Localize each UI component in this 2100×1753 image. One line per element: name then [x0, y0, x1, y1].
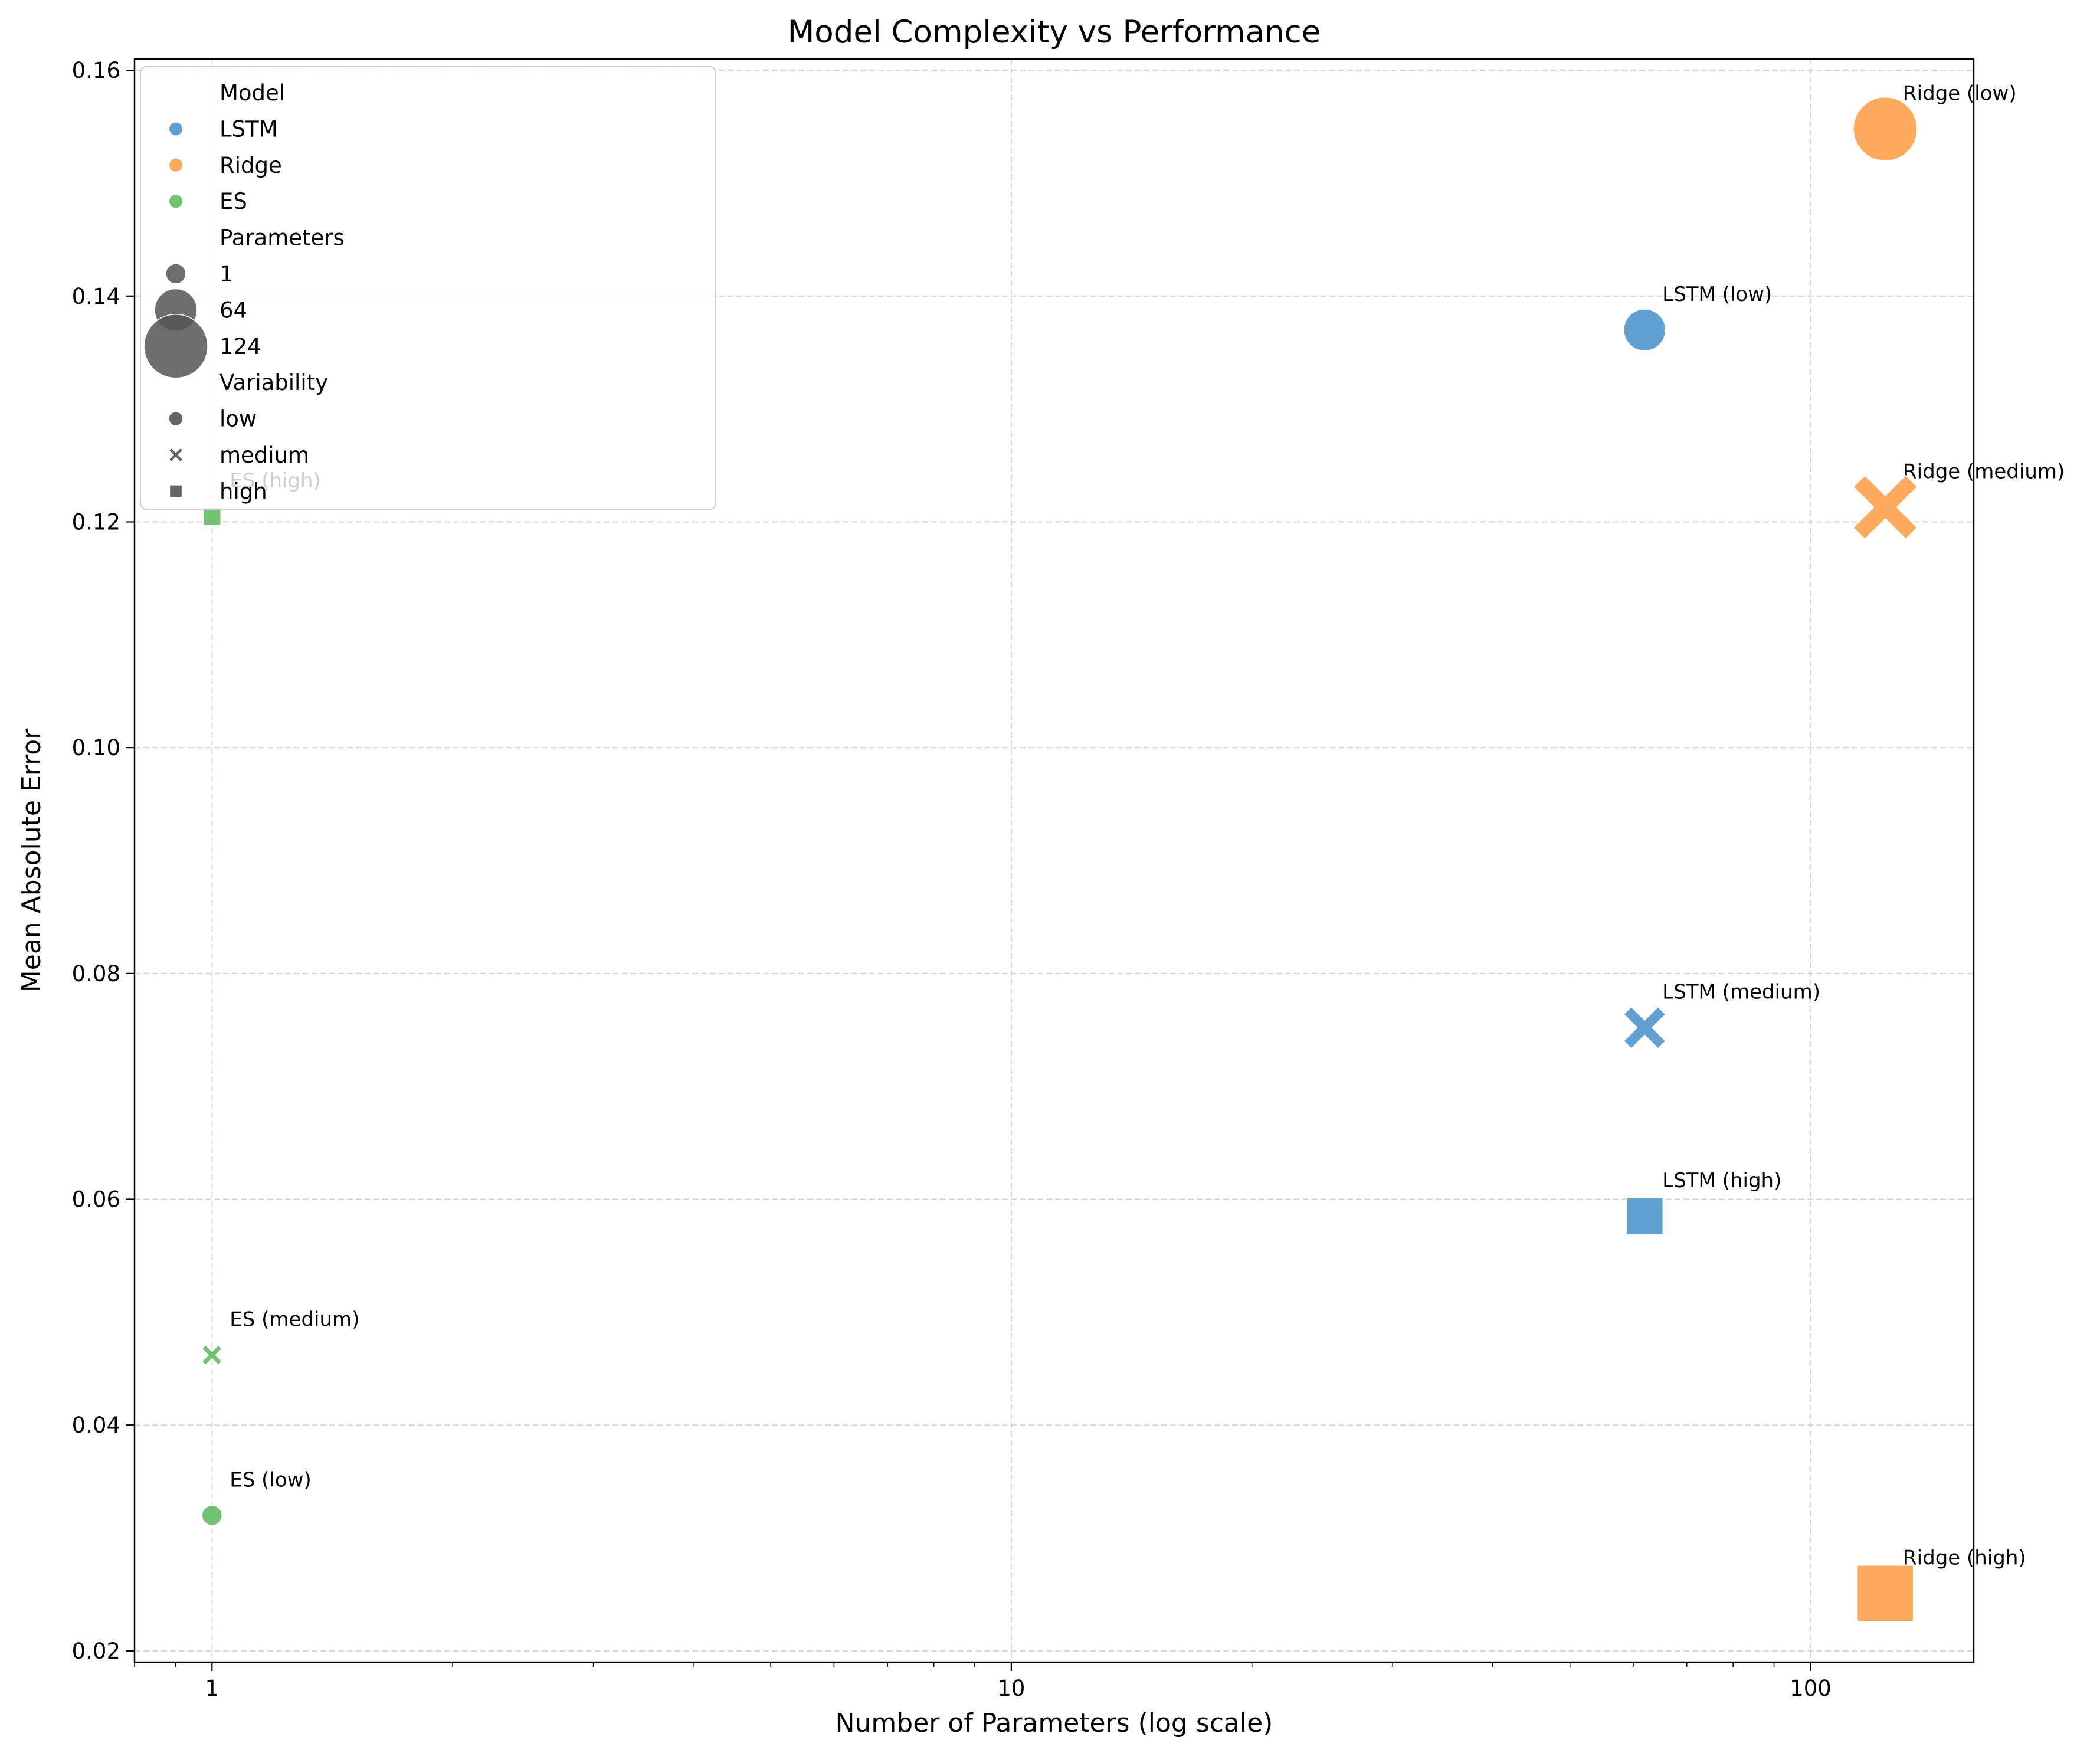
point-es-low	[201, 1505, 223, 1526]
legend-size-label: 124	[219, 334, 261, 359]
point-label: LSTM (low)	[1662, 283, 1772, 306]
plot-frame	[133, 58, 1975, 1663]
axis-ticks: 1 10 100 0.02 0.04 0.06 0.08 0.10 0.12 0.14 0.16	[72, 58, 1832, 1701]
point-label: Ridge (high)	[1903, 1546, 2026, 1569]
legend-size-label: 64	[219, 297, 247, 323]
point-annotations: LSTM (low) LSTM (medium) LSTM (high) Ridge …	[230, 82, 2065, 1570]
x-tick-label: 10	[997, 1676, 1025, 1701]
point-ridge-medium	[1852, 474, 1918, 540]
legend-title-variability: Variability	[219, 370, 328, 395]
chart-title: Model Complexity vs Performance	[788, 14, 1321, 50]
y-tick-label: 0.02	[72, 1639, 120, 1664]
legend-style-marker-low	[168, 411, 184, 427]
legend-marker-lstm	[169, 122, 182, 136]
legend-label-ridge: Ridge	[219, 153, 282, 178]
y-tick-label: 0.12	[72, 509, 120, 535]
point-label: Ridge (medium)	[1903, 460, 2065, 484]
legend-style-label-high: high	[219, 479, 267, 504]
legend-style-marker-medium	[168, 447, 184, 463]
legend-marker-ridge	[169, 158, 182, 172]
point-lstm-high	[1626, 1197, 1664, 1236]
point-lstm-medium	[1623, 1006, 1666, 1050]
legend-style-marker-high	[169, 484, 183, 498]
legend-size-marker	[143, 314, 208, 379]
legend-size-marker	[165, 263, 186, 284]
y-tick-label: 0.08	[72, 961, 120, 987]
point-ridge-low	[1853, 96, 1918, 162]
legend-title-parameters: Parameters	[219, 225, 345, 251]
y-tick-label: 0.10	[72, 735, 120, 761]
y-tick-label: 0.14	[72, 284, 120, 309]
x-axis-title: Number of Parameters (log scale)	[836, 1708, 1273, 1738]
point-es-high	[202, 507, 221, 526]
legend-style-label-low: low	[219, 407, 257, 432]
y-tick-label: 0.06	[72, 1187, 120, 1213]
point-ridge-high	[1856, 1565, 1914, 1622]
point-label: ES (low)	[230, 1468, 311, 1492]
point-lstm-low	[1623, 309, 1666, 352]
legend-label-lstm: LSTM	[219, 116, 278, 142]
legend-marker-es	[169, 195, 182, 208]
point-label: LSTM (medium)	[1662, 981, 1820, 1004]
legend-size-label: 1	[219, 261, 234, 287]
point-es-medium	[201, 1344, 223, 1366]
y-tick-label: 0.04	[72, 1413, 120, 1438]
legend-label-es: ES	[219, 189, 247, 214]
legend-box	[140, 66, 716, 510]
x-tick-label: 1	[205, 1676, 219, 1701]
point-label: Ridge (low)	[1903, 82, 2017, 106]
data-points	[201, 96, 1918, 1622]
x-tick-label: 100	[1790, 1676, 1832, 1701]
legend-style-label-medium: medium	[219, 443, 309, 468]
y-axis-title: Mean Absolute Error	[17, 728, 47, 992]
y-tick-label: 0.16	[72, 58, 120, 83]
point-label: LSTM (high)	[1662, 1169, 1781, 1192]
point-label: ES (medium)	[230, 1308, 359, 1332]
legend: Model LSTM Ridge ES Parameters 1 64 124 Variabil…	[140, 66, 716, 510]
legend-title-model: Model	[219, 80, 285, 106]
